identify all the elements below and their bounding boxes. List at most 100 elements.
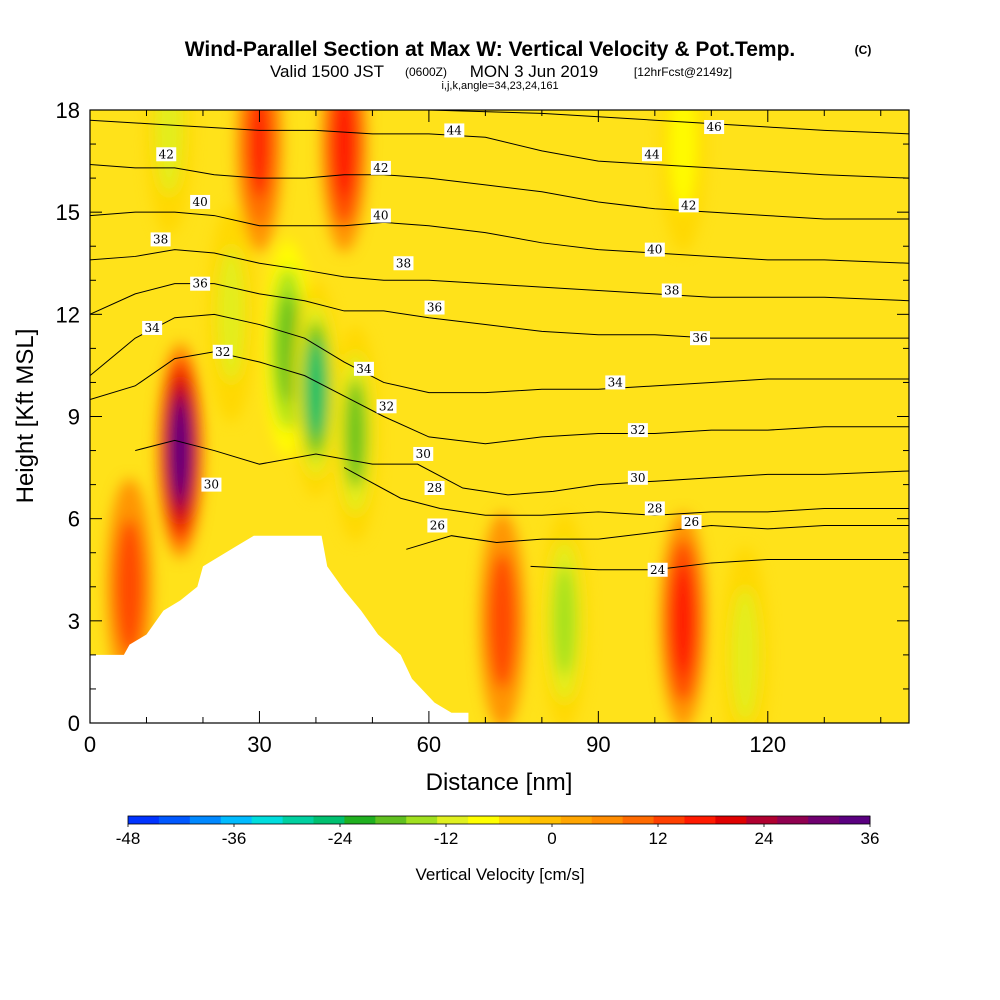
colorbar-segment xyxy=(468,816,500,824)
contour-line-32 xyxy=(90,351,909,445)
terrain-shape xyxy=(90,535,469,723)
contour-label-44: 44 xyxy=(444,123,465,138)
contour-label-text: 44 xyxy=(644,147,660,161)
contour-labels: 42 40 38 36 34 32 30 44 42 40 38 36 34 32 30 28 26 46 44 42… xyxy=(142,120,725,577)
x-tick-label: 120 xyxy=(749,732,786,757)
contour-label-bg xyxy=(678,198,699,213)
velocity-cell-5 xyxy=(344,378,367,489)
contour-label-bg xyxy=(370,208,391,223)
colorbar-segment xyxy=(499,816,531,824)
contour-line-40 xyxy=(90,211,909,264)
contour-label-bg xyxy=(605,375,626,390)
contour-label-30: 30 xyxy=(201,477,222,492)
section-info: i,j,k,angle=34,23,24,161 xyxy=(441,80,558,92)
plot-area: 42 40 38 36 34 32 30 44 42 40 38 36 34 32 30 28 26 46 44 42… xyxy=(89,109,910,724)
colorbar-tick-label: 12 xyxy=(649,829,668,848)
velocity-cell-2 xyxy=(333,110,356,199)
colorbar-tick-label: -12 xyxy=(434,829,459,848)
contour-label-bg xyxy=(661,283,682,298)
contour-label-bg xyxy=(647,562,668,577)
contour-label-text: 42 xyxy=(373,161,388,175)
contour-label-bg xyxy=(212,344,233,359)
velocity-cell-11 xyxy=(672,566,695,676)
contour-label-text: 44 xyxy=(447,123,463,137)
contour-label-36: 36 xyxy=(424,300,445,315)
contour-label-bg xyxy=(690,331,711,346)
y-tick-label: 18 xyxy=(56,98,80,123)
contour-label-38: 38 xyxy=(661,283,682,298)
contour-label-42: 42 xyxy=(678,198,699,213)
colorbar-segment xyxy=(375,816,407,824)
contour-label-text: 36 xyxy=(193,277,208,291)
contour-label-bg xyxy=(644,242,665,257)
colorbar-segment xyxy=(406,816,438,824)
chart-title: Wind-Parallel Section at Max W: Vertical… xyxy=(185,38,796,61)
contour-label-text: 28 xyxy=(427,481,442,495)
contour-label-bg xyxy=(413,446,434,461)
contour-label-bg xyxy=(681,515,702,530)
contour-label-34: 34 xyxy=(142,320,163,335)
velocity-cell-1 xyxy=(248,110,271,199)
contour-label-40: 40 xyxy=(370,208,391,223)
colorbar-tick-labels: -48 -36 -24 -12 0 12 24 36 xyxy=(116,824,879,848)
contour-label-24: 24 xyxy=(647,562,668,577)
contour-label-38: 38 xyxy=(393,256,414,271)
contour-label-text: 30 xyxy=(630,471,645,485)
velocity-cell-9 xyxy=(669,110,698,213)
contour-label-text: 34 xyxy=(144,321,160,335)
contour-label-text: 46 xyxy=(706,120,721,134)
contour-label-bg xyxy=(427,518,448,533)
contour-line-46 xyxy=(428,110,909,135)
valid-zulu: (0600Z) xyxy=(405,65,447,79)
contour-label-text: 38 xyxy=(664,283,679,297)
contour-label-28: 28 xyxy=(644,501,665,516)
contour-label-text: 28 xyxy=(647,501,662,515)
contour-line-30 xyxy=(135,439,909,496)
colorbar-tick-label: -48 xyxy=(116,829,141,848)
chart-header: Wind-Parallel Section at Max W: Vertical… xyxy=(185,38,872,92)
x-tick-labels: 0 30 60 90 120 xyxy=(84,732,786,757)
contour-label-bg xyxy=(201,477,222,492)
colorbar-segment xyxy=(653,816,685,824)
contour-label-46: 46 xyxy=(704,120,725,135)
contour-label-30: 30 xyxy=(413,446,434,461)
contour-label-text: 36 xyxy=(427,301,442,315)
y-tick-label: 0 xyxy=(68,711,80,736)
contour-label-text: 42 xyxy=(681,198,696,212)
contour-label-bg xyxy=(424,300,445,315)
y-tick-label: 3 xyxy=(68,609,80,634)
contour-label-text: 40 xyxy=(193,195,208,209)
y-tick-label: 6 xyxy=(68,507,80,532)
contour-label-36: 36 xyxy=(690,331,711,346)
colorbar xyxy=(127,815,871,825)
valid-date: MON 3 Jun 2019 xyxy=(470,62,599,81)
valid-time: Valid 1500 JST xyxy=(270,62,384,81)
contour-label-text: 32 xyxy=(379,399,394,413)
colorbar-tick-label: -36 xyxy=(222,829,247,848)
contour-label-bg xyxy=(642,147,663,162)
contour-label-text: 30 xyxy=(204,478,219,492)
contour-label-32: 32 xyxy=(212,344,233,359)
velocity-cell-13 xyxy=(115,518,144,655)
contour-label-bg xyxy=(393,256,414,271)
contour-label-bg xyxy=(376,399,397,414)
contour-label-text: 26 xyxy=(430,518,445,532)
y-tick-label: 15 xyxy=(56,200,80,225)
contour-label-text: 42 xyxy=(159,147,174,161)
colorbar-label: Vertical Velocity [cm/s] xyxy=(415,865,584,884)
y-axis-label: Height [Kft MSL] xyxy=(12,329,39,504)
colorbar-tick-label: -24 xyxy=(328,829,353,848)
velocity-cell-10 xyxy=(731,586,760,723)
contour-label-text: 38 xyxy=(396,256,411,270)
colorbar-segment xyxy=(591,816,624,824)
velocity-cell-0 xyxy=(172,409,189,492)
colorbar-frame xyxy=(127,815,871,825)
contour-line-28 xyxy=(343,467,909,516)
velocity-cell-7 xyxy=(155,110,184,196)
contour-line-42 xyxy=(90,163,909,220)
contour-label-38: 38 xyxy=(150,232,171,247)
contour-label-text: 36 xyxy=(692,331,707,345)
velocity-cell-6 xyxy=(217,246,246,383)
x-axis-label: Distance [nm] xyxy=(426,769,573,796)
contour-line-38 xyxy=(90,249,909,302)
